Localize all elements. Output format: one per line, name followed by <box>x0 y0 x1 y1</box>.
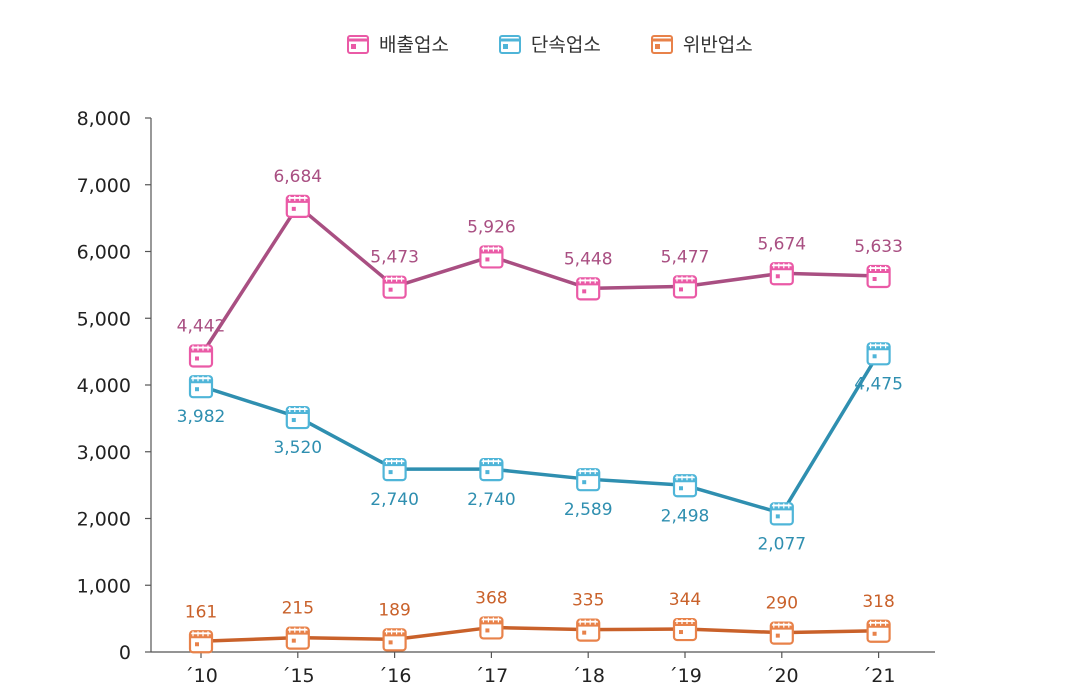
data-label: 6,684 <box>273 167 322 187</box>
data-point-marker <box>672 617 698 642</box>
data-label: 5,448 <box>564 249 613 269</box>
data-point-marker <box>479 245 504 269</box>
x-tick-label: ´10 <box>184 665 218 687</box>
y-tick-label: 8,000 <box>77 108 131 130</box>
data-label: 161 <box>185 602 217 622</box>
data-label: 4,475 <box>854 374 903 394</box>
data-point-marker <box>479 458 504 482</box>
data-point-marker <box>285 194 310 218</box>
data-point-marker <box>576 618 601 642</box>
y-tick-label: 0 <box>119 642 131 664</box>
series-0: 4,442 6,684 5,473 5,926 5,448 5,477 5,674 5,633 <box>177 167 903 368</box>
data-label: 2,589 <box>564 500 613 520</box>
shop-icon <box>650 34 673 54</box>
series-2: 161 215 189 368 335 344 290 318 <box>185 588 895 654</box>
data-label: 5,633 <box>854 237 903 257</box>
legend-label: 위반업소 <box>682 34 753 56</box>
data-label: 5,477 <box>661 247 710 267</box>
legend-item-crackdown: 단속업소 <box>497 30 601 57</box>
data-label: 2,740 <box>370 490 419 510</box>
x-tick-label: ´15 <box>281 665 315 687</box>
data-point-marker <box>576 468 601 492</box>
data-point-marker <box>479 616 504 640</box>
data-point-marker <box>188 630 214 654</box>
y-tick-label: 1,000 <box>77 575 131 597</box>
data-point-marker <box>769 262 794 286</box>
data-point-marker <box>285 626 310 650</box>
x-tick-label: ´21 <box>862 665 896 687</box>
legend-label: 단속업소 <box>530 34 601 56</box>
x-tick-label: ´18 <box>571 665 605 687</box>
legend-label: 배출업소 <box>379 34 449 56</box>
x-tick-label: ´17 <box>475 665 509 687</box>
series-1: 3,982 3,520 2,740 2,740 2,589 2,498 2,077 4,475 <box>177 342 903 554</box>
data-label: 5,473 <box>370 248 419 268</box>
data-label: 2,498 <box>661 506 710 526</box>
series-line <box>200 625 879 644</box>
shop-icon <box>498 34 521 54</box>
data-point-marker <box>769 502 794 526</box>
data-label: 5,926 <box>467 217 516 237</box>
data-point-marker <box>188 375 214 399</box>
y-tick-label: 7,000 <box>77 175 131 197</box>
data-label: 215 <box>282 599 314 619</box>
y-tick-label: 2,000 <box>77 509 131 531</box>
data-point-marker <box>382 275 407 299</box>
x-tick-label: ´20 <box>765 665 799 687</box>
data-label: 5,674 <box>757 234 806 254</box>
data-point-marker <box>188 344 214 368</box>
data-point-marker <box>285 405 310 430</box>
data-label: 4,442 <box>177 316 226 336</box>
x-tick-label: ´16 <box>378 665 412 687</box>
data-label: 368 <box>475 588 507 608</box>
data-label: 344 <box>669 590 701 610</box>
data-point-marker <box>866 619 891 643</box>
y-tick-label: 3,000 <box>77 442 131 464</box>
data-point-marker <box>866 342 891 366</box>
data-label: 290 <box>766 594 798 614</box>
series-line <box>200 352 881 516</box>
data-label: 335 <box>572 591 604 611</box>
legend-item-emission: 배출업소 <box>345 30 449 57</box>
series-line <box>199 204 879 357</box>
data-label: 2,077 <box>757 534 806 554</box>
data-point-marker <box>866 264 891 289</box>
data-point-marker <box>576 277 601 301</box>
shop-icon <box>347 34 369 54</box>
data-point-marker <box>672 474 698 498</box>
data-point-marker <box>382 458 407 482</box>
data-label: 318 <box>862 592 894 612</box>
data-label: 2,740 <box>467 490 516 510</box>
data-point-marker <box>672 275 698 299</box>
data-label: 3,520 <box>273 438 322 458</box>
data-label: 3,982 <box>177 407 226 427</box>
y-tick-label: 6,000 <box>77 242 131 264</box>
data-point-marker <box>382 628 407 652</box>
y-tick-label: 4,000 <box>77 375 131 397</box>
data-point-marker <box>769 621 794 645</box>
legend: 배출업소 단속업소 위반업소 <box>345 30 753 57</box>
y-tick-label: 5,000 <box>77 308 131 330</box>
data-label: 189 <box>378 600 410 620</box>
x-tick-label: ´19 <box>668 665 702 687</box>
legend-item-violation: 위반업소 <box>649 30 753 57</box>
